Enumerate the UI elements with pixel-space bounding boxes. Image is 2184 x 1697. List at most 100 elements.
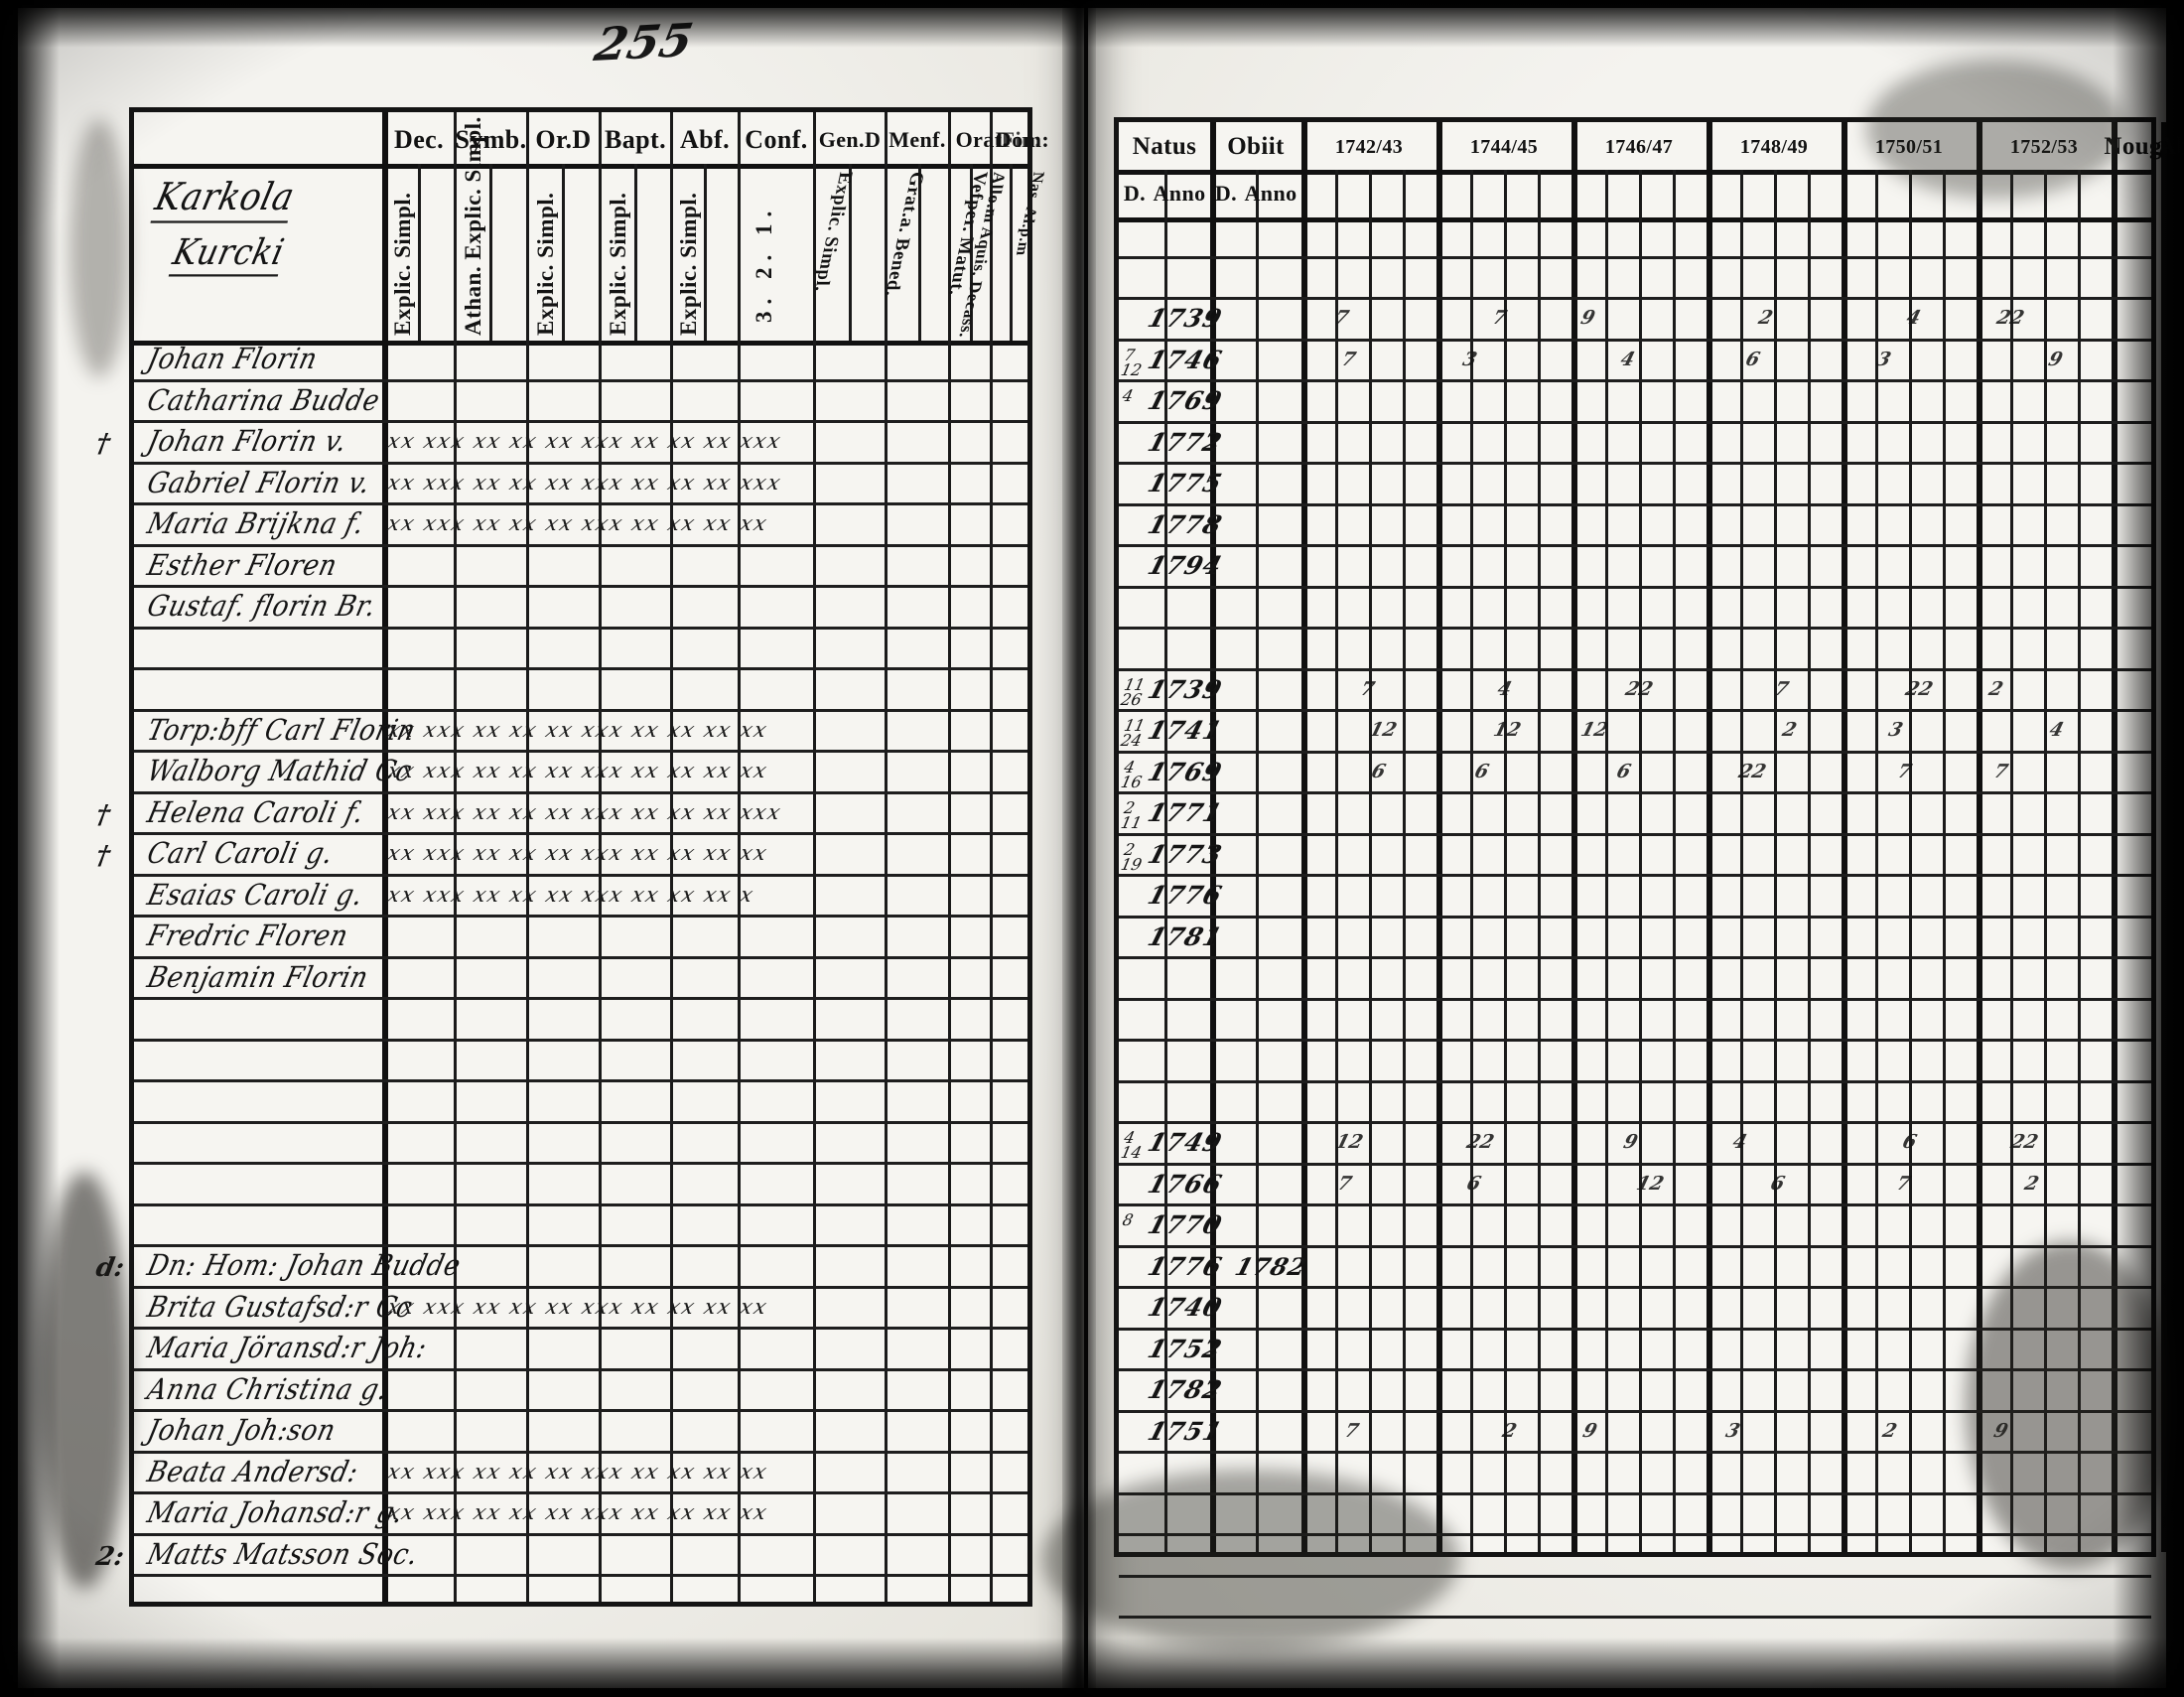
natus-day: 11 24 (1120, 718, 1147, 748)
person-name: Matts Matsson Soc. (144, 1538, 421, 1572)
header-abf: Abf. (672, 116, 738, 164)
row-rule (134, 832, 1027, 835)
row-rule (1119, 586, 2151, 589)
group-col-divider (1301, 122, 1307, 1552)
sub-col-divider (1256, 170, 1259, 1552)
sub-col-divider (2044, 170, 2047, 1552)
attendance-marks: xx xxx xx xx xx xxx xx xx xx x (385, 883, 1026, 907)
sub-sep-a (418, 164, 421, 341)
natus-obiit-subheader: Anno (1149, 172, 1210, 215)
year-group-header: 1744/45 (1436, 124, 1571, 170)
year-tally-mark: 12 (1367, 719, 1399, 741)
person-name: Brita Gustafsd:r Cc (144, 1291, 416, 1325)
sub-sep-c (562, 164, 565, 341)
year-group-header: 1750/51 (1842, 124, 1977, 170)
natus-year: 1770 (1145, 1210, 1226, 1239)
sub-col-divider (1740, 170, 1743, 1552)
natus-year: 1772 (1145, 428, 1226, 457)
attendance-marks: xx xxx xx xx xx xxx xx xx xx xx (385, 1500, 1026, 1524)
person-name: Gustaf. florin Br. (144, 590, 379, 624)
header-gend: Gen.D (815, 116, 885, 164)
page-number: 255 (591, 13, 698, 71)
subheader-symb: Athan. Explic. Simpl. (461, 172, 486, 336)
year-tally-mark: 4 (1904, 307, 1923, 329)
row-rule (134, 1121, 1027, 1124)
row-rule (1119, 1533, 2151, 1536)
year-tally-mark: 22 (1903, 678, 1935, 700)
person-name: Maria Jöransd:r Joh: (144, 1332, 430, 1365)
attendance-marks: xx xxx xx xx xx xxx xx xx xx xxx (385, 429, 1026, 453)
year-tally-mark: 2 (2022, 1173, 2041, 1195)
person-name: Johan Florin (144, 343, 321, 376)
sub-col-divider (1808, 170, 1811, 1552)
row-rule (134, 502, 1027, 505)
row-rule (1119, 627, 2151, 630)
natus-year: 1771 (1145, 798, 1226, 827)
row-rule (134, 750, 1027, 753)
obiit-year: 1782 (1232, 1252, 1310, 1281)
natus-year: 1740 (1145, 1293, 1226, 1322)
person-name: Dn: Hom: Johan Budde (144, 1249, 464, 1283)
natus-obiit-subheader: D. (1210, 172, 1242, 215)
row-rule (134, 1409, 1027, 1412)
natus-year: 1794 (1145, 551, 1226, 580)
person-name: Maria Johansd:r g. (144, 1496, 407, 1530)
natus-day: 11 26 (1120, 677, 1147, 707)
row-rule (134, 1203, 1027, 1206)
natus-day: 8 (1121, 1212, 1134, 1227)
row-rule (1119, 1121, 2151, 1124)
village-heading: Kurcki (169, 231, 289, 277)
sub-col-divider (1943, 170, 1946, 1552)
row-rule (1119, 297, 2151, 300)
row-rule (134, 462, 1027, 465)
parish-heading: Karkola (150, 175, 298, 222)
year-group-header: Natus (1119, 124, 1210, 170)
sub-col-divider (1673, 170, 1676, 1552)
person-name: Helena Caroli f. (144, 796, 367, 830)
row-rule (1119, 1616, 2151, 1619)
year-group-header: 1752/53 (1977, 124, 2112, 170)
natus-year: 1769 (1145, 758, 1226, 786)
attendance-marks: xx xxx xx xx xx xxx xx xx xx xx (385, 1460, 1026, 1484)
attendance-marks: xx xxx xx xx xx xxx xx xx xx xxx (385, 471, 1026, 495)
year-group-header: Abiit (2161, 124, 2184, 170)
subheader-bapt: Explic. Simpl. (606, 172, 631, 336)
header-bapt: Bapt. (601, 116, 670, 164)
row-rule (1119, 1368, 2151, 1371)
group-col-divider (1571, 122, 1577, 1552)
sub-col-divider (1605, 170, 1608, 1552)
row-rule (134, 1491, 1027, 1494)
row-rule (134, 544, 1027, 547)
row-rule (134, 1244, 1027, 1247)
year-tally-mark: 6 (1768, 1173, 1787, 1195)
year-tally-mark: 7 (1342, 1420, 1361, 1442)
natus-year: 1782 (1145, 1375, 1226, 1404)
person-name: Carl Caroli g. (144, 837, 337, 871)
row-rule (1119, 256, 2151, 259)
natus-year: 1751 (1145, 1417, 1226, 1446)
sub-col-divider (2010, 170, 2013, 1552)
subheader-gend: Explic. Simpl. (801, 172, 854, 336)
row-rule (1119, 833, 2151, 836)
natus-day: 4 (1121, 388, 1134, 403)
person-name: Beata Andersd: (144, 1456, 361, 1489)
year-tally-mark: 2 (1986, 678, 2005, 700)
row-rule (1119, 791, 2151, 794)
year-group-header: 1748/49 (1706, 124, 1842, 170)
row-rule (134, 997, 1027, 1000)
year-tally-mark: 12 (1333, 1131, 1365, 1153)
group-col-divider (1436, 122, 1442, 1552)
header-fin: Fin: (1012, 116, 1031, 164)
year-tally-mark: 7 (1339, 349, 1358, 370)
natus-day: 4 16 (1120, 760, 1147, 789)
natus-year: 1739 (1145, 304, 1226, 333)
row-rule (134, 874, 1027, 877)
row-rule (1119, 1203, 2151, 1206)
person-name: Walborg Mathid Cc (144, 755, 415, 788)
row-rule (134, 1574, 1027, 1577)
year-tally-mark: 22 (1464, 1131, 1496, 1153)
year-tally-mark: 6 (1614, 761, 1633, 782)
row-margin-mark: 2: (93, 1542, 126, 1572)
natus-year: 1776 (1145, 881, 1226, 910)
r-header-rule-2 (1119, 217, 2151, 222)
